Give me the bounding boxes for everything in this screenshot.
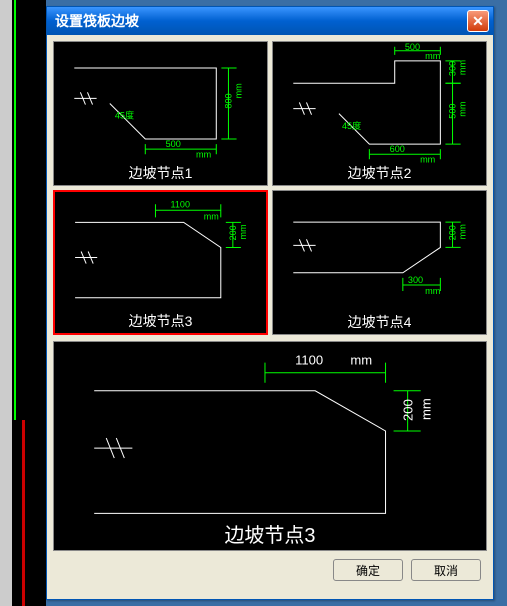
svg-text:45度: 45度 [342, 120, 361, 131]
slope-option-2[interactable]: 45度 500 mm 300 mm 500 mm 600 mm 边坡节点2 [272, 41, 487, 186]
svg-text:mm: mm [458, 224, 468, 239]
svg-text:200: 200 [228, 225, 238, 240]
svg-text:mm: mm [196, 149, 211, 159]
close-button[interactable]: ✕ [467, 10, 489, 32]
thumb-label: 边坡节点2 [273, 163, 486, 183]
svg-text:500: 500 [166, 139, 181, 149]
svg-text:300: 300 [408, 275, 423, 285]
svg-text:1100: 1100 [295, 353, 323, 368]
svg-text:200: 200 [448, 225, 458, 240]
ok-button[interactable]: 确定 [333, 559, 403, 581]
svg-text:mm: mm [419, 398, 434, 420]
titlebar[interactable]: 设置筏板边坡 ✕ [47, 7, 493, 35]
bg-line-red [22, 420, 25, 606]
cancel-button[interactable]: 取消 [411, 559, 481, 581]
svg-text:mm: mm [234, 83, 244, 98]
svg-text:mm: mm [425, 286, 440, 296]
toolbar-strip [0, 0, 12, 606]
svg-text:mm: mm [238, 224, 248, 239]
bg-line-green [14, 0, 16, 420]
button-row: 确定 取消 [53, 551, 487, 581]
background-strip [0, 0, 46, 606]
slope-option-1[interactable]: 45度 500 mm 800 mm 边坡节点1 [53, 41, 268, 186]
slope-option-4[interactable]: 300 mm 200 mm 边坡节点4 [272, 190, 487, 335]
svg-text:mm: mm [458, 60, 468, 75]
thumb-label: 边坡节点1 [54, 163, 267, 183]
svg-text:45度: 45度 [115, 110, 134, 121]
svg-text:500: 500 [405, 42, 420, 52]
svg-text:mm: mm [204, 211, 219, 221]
thumbnail-grid: 45度 500 mm 800 mm 边坡节点1 45度 500 [53, 41, 487, 335]
slope-option-3[interactable]: 1100 mm 200 mm 边坡节点3 [53, 190, 268, 335]
svg-text:mm: mm [350, 353, 372, 368]
svg-text:600: 600 [390, 144, 405, 154]
dialog-title: 设置筏板边坡 [55, 11, 139, 31]
svg-text:500: 500 [448, 104, 458, 119]
preview-label: 边坡节点3 [54, 519, 486, 548]
slope-settings-dialog: 设置筏板边坡 ✕ 45度 500 mm 800 mm [46, 6, 494, 600]
thumb-label: 边坡节点4 [273, 312, 486, 332]
svg-text:800: 800 [224, 93, 234, 108]
svg-text:mm: mm [425, 51, 440, 61]
svg-text:1100: 1100 [171, 199, 190, 209]
preview-pane: 1100 mm 200 mm 边坡节点3 [53, 341, 487, 551]
svg-text:mm: mm [458, 101, 468, 116]
svg-text:200: 200 [401, 399, 416, 421]
svg-text:300: 300 [448, 61, 458, 76]
close-icon: ✕ [472, 13, 484, 30]
thumb-label: 边坡节点3 [55, 311, 266, 331]
dialog-content: 45度 500 mm 800 mm 边坡节点1 45度 500 [47, 35, 493, 587]
